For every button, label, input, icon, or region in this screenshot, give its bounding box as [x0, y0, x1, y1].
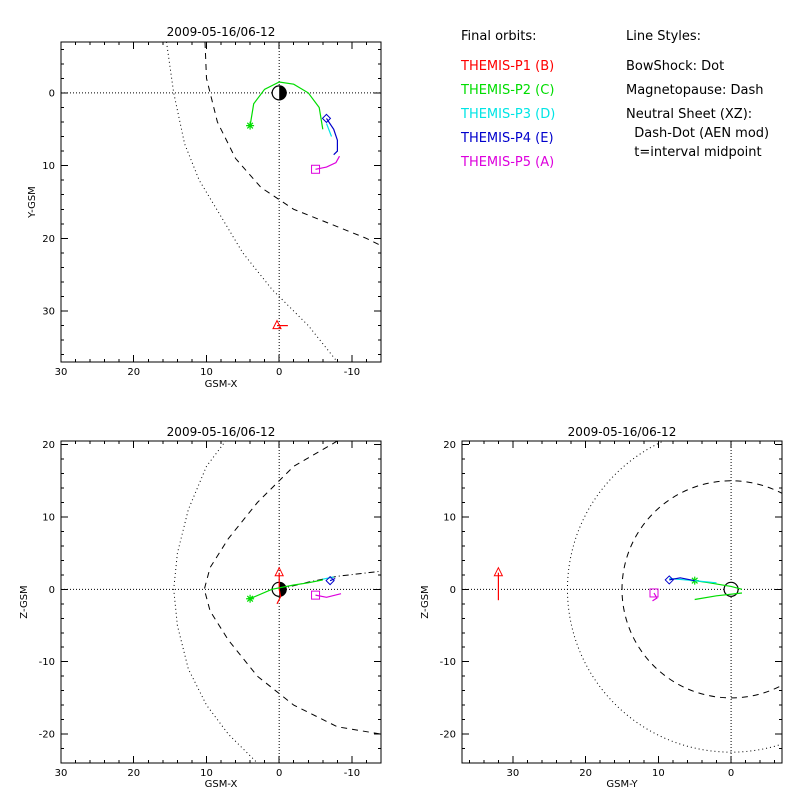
legend-orbit-p5: THEMIS-P5 (A) [460, 155, 554, 170]
x-tick-label: 10 [652, 768, 665, 779]
marker-themis-p4 [321, 113, 332, 124]
legend-orbit-p4: THEMIS-P4 (E) [460, 131, 554, 146]
panel-grid [61, 441, 381, 763]
x-axis-label: GSM-Y [606, 779, 638, 790]
legend-orbit-p2: THEMIS-P2 (C) [460, 83, 554, 98]
x-tick-label: 0 [728, 768, 734, 779]
magnetopause-curve [204, 42, 381, 247]
panel-title: 2009-05-16/06-12 [167, 25, 276, 39]
x-tick-label: 30 [507, 768, 520, 779]
orbit-themis-p1 [276, 572, 282, 605]
marker-themis-p5 [649, 588, 659, 598]
x-tick-label: 0 [276, 768, 282, 779]
axis-ticks: 30 20 10 0 -20 -10 0 10 20 [440, 440, 782, 779]
orbit-themis-p2 [249, 81, 324, 130]
legend-style-neutral-sheet: Neutral Sheet (XZ): [626, 107, 752, 122]
legend-style-bowshock: BowShock: Dot [626, 59, 724, 74]
y-tick-label: 10 [42, 161, 55, 172]
legend: Final orbits: THEMIS-P1 (B) THEMIS-P2 (C… [460, 29, 769, 170]
y-tick-label: 0 [450, 585, 456, 596]
x-tick-label: -10 [344, 768, 360, 779]
y-tick-label: -10 [440, 657, 456, 668]
x-tick-label: 20 [127, 367, 140, 378]
bowshock-curve [166, 42, 338, 362]
boundary-curves [567, 441, 782, 753]
orbit-themis-p5 [652, 592, 658, 602]
x-tick-label: 30 [55, 367, 68, 378]
y-tick-label: 20 [42, 440, 55, 451]
y-axis-label: Y-GSM [27, 186, 38, 219]
marker-themis-p1 [272, 319, 282, 330]
bowshock-curve [173, 441, 258, 763]
marker-themis-p1 [274, 566, 284, 577]
orbit-traces [246, 81, 341, 330]
x-tick-label: 10 [200, 367, 213, 378]
xy-orbit-panel: 2009-05-16/06-12 30 20 10 0 -10 0 10 20 30 GSM-X… [27, 25, 382, 390]
legend-styles-header: Line Styles: [626, 29, 701, 44]
plot-frame [461, 440, 783, 764]
panel-title: 2009-05-16/06-12 [167, 425, 276, 439]
y-tick-label: 0 [49, 88, 55, 99]
orbit-themis-p5 [315, 155, 341, 170]
plot-frame [60, 41, 382, 363]
legend-style-magnetopause: Magnetopause: Dash [626, 83, 763, 98]
y-tick-label: 30 [42, 307, 55, 318]
orbit-traces [246, 566, 342, 605]
x-tick-label: -10 [344, 367, 360, 378]
legend-style-midpoint: t=interval midpoint [626, 145, 762, 160]
panel-grid [462, 441, 782, 763]
y-tick-label: -20 [440, 730, 456, 741]
earth-night-side [279, 582, 287, 597]
legend-orbit-p3: THEMIS-P3 (D) [460, 107, 555, 122]
x-tick-label: 0 [276, 367, 282, 378]
yz-orbit-panel: 2009-05-16/06-12 30 20 10 0 -20 -10 0 10 20 GSM-… [420, 425, 783, 790]
earth-night-side [279, 85, 287, 100]
axis-ticks: 30 20 10 0 -10 -20 -10 0 10 20 [39, 440, 382, 779]
orbit-themis-p2 [249, 579, 323, 600]
x-axis-label: GSM-X [205, 379, 238, 390]
y-tick-label: 20 [443, 440, 456, 451]
legend-orbit-p1: THEMIS-P1 (B) [460, 59, 554, 74]
bowshock-curve [567, 441, 782, 753]
marker-themis-p5 [311, 590, 321, 600]
marker-themis-p2 [246, 594, 255, 603]
marker-themis-p2 [246, 121, 255, 130]
marker-themis-p4 [664, 575, 674, 585]
panel-title: 2009-05-16/06-12 [568, 425, 677, 439]
xz-orbit-panel: 2009-05-16/06-12 30 20 10 0 -10 -20 -10 0 10 20 G… [19, 425, 382, 790]
marker-themis-p1 [493, 566, 504, 577]
boundary-curves [173, 441, 381, 763]
magnetopause-curve [621, 480, 782, 699]
y-tick-label: 20 [42, 234, 55, 245]
magnetopause-curve [203, 441, 381, 735]
x-axis-label: GSM-X [205, 779, 238, 790]
y-tick-label: 10 [443, 512, 456, 523]
axis-ticks: 30 20 10 0 -10 0 10 20 30 [42, 42, 382, 378]
legend-orbits-header: Final orbits: [461, 29, 537, 44]
panel-grid [61, 42, 381, 362]
x-tick-label: 20 [127, 768, 140, 779]
y-tick-label: 10 [42, 512, 55, 523]
y-axis-label: Z-GSM [19, 585, 30, 618]
y-tick-label: -10 [39, 657, 55, 668]
orbit-themis-p4 [325, 118, 338, 156]
marker-themis-p5 [311, 164, 321, 174]
orbit-themis-p3 [325, 123, 333, 137]
y-axis-label: Z-GSM [420, 585, 431, 618]
y-tick-label: 0 [49, 585, 55, 596]
x-tick-label: 30 [55, 768, 68, 779]
y-tick-label: -20 [39, 730, 55, 741]
plot-frame [60, 440, 382, 764]
orbit-themis-p2-segment [694, 592, 743, 601]
boundary-curves [166, 42, 381, 362]
orbit-traces [493, 566, 743, 602]
x-tick-label: 20 [579, 768, 592, 779]
marker-themis-p4 [325, 575, 335, 586]
legend-style-dash-dot: Dash-Dot (AEN mod) [626, 126, 769, 141]
x-tick-label: 10 [200, 768, 213, 779]
